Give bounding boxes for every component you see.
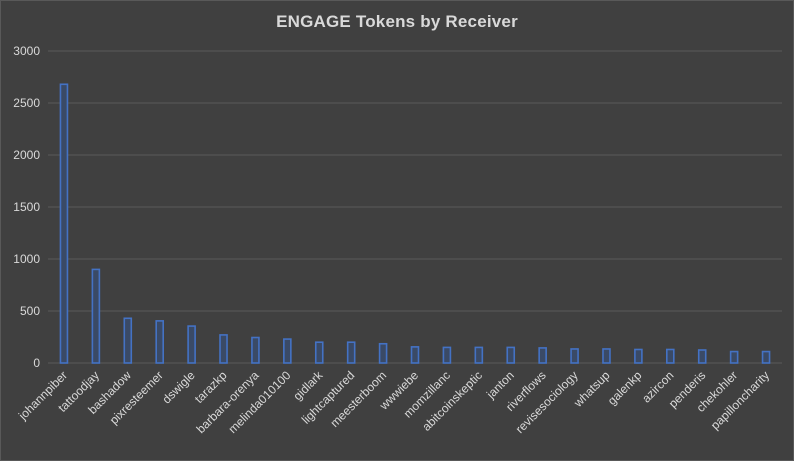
y-tick-label: 1500 (13, 200, 40, 214)
bar-tattoodjay (91, 268, 101, 364)
bar-gidlark (314, 341, 324, 364)
x-axis-labels: johannpibertattoodjaybashadowpixresteeme… (15, 368, 772, 437)
bar-tarazkp (219, 334, 228, 364)
bar-galenkp (634, 348, 643, 364)
gridlines (48, 50, 782, 364)
bar-janton (506, 346, 516, 364)
bar-bashadow (123, 317, 133, 364)
bar-momzillanc (442, 346, 452, 364)
bar-riverflows (538, 347, 547, 364)
y-tick-label: 1000 (13, 252, 40, 266)
bar-johannpiber (59, 83, 69, 364)
x-tick-label: johannpiber (15, 368, 70, 423)
bar-dswigle (187, 325, 196, 364)
bar-papilloncharity (761, 350, 771, 364)
bar-chekohler (729, 350, 739, 364)
bar-barbara-orenya (251, 336, 260, 364)
bars (59, 83, 771, 364)
bar-wwwiebe (410, 346, 420, 364)
bar-abitcoinskeptic (474, 346, 484, 364)
chart-title: ENGAGE Tokens by Receiver (276, 12, 518, 31)
bar-meesterboom (378, 342, 388, 364)
y-tick-label: 0 (33, 356, 40, 370)
y-tick-label: 500 (20, 304, 40, 318)
bar-pixresteemer (155, 320, 164, 364)
bar-lightcaptured (346, 341, 356, 364)
bar-revisesociology (570, 348, 579, 364)
bar-melinda010100 (283, 338, 292, 364)
y-tick-label: 3000 (13, 44, 40, 58)
y-tick-label: 2000 (13, 148, 40, 162)
bar-penderis (697, 349, 707, 364)
y-axis-ticks: 0 500 1000 1500 2000 2500 3000 (13, 44, 40, 370)
x-tick-label: galenkp (605, 368, 645, 408)
bar-whatsup (602, 348, 611, 364)
y-tick-label: 2500 (13, 96, 40, 110)
x-tick-label: dswigle (160, 368, 198, 406)
bar-azircon (666, 348, 675, 364)
